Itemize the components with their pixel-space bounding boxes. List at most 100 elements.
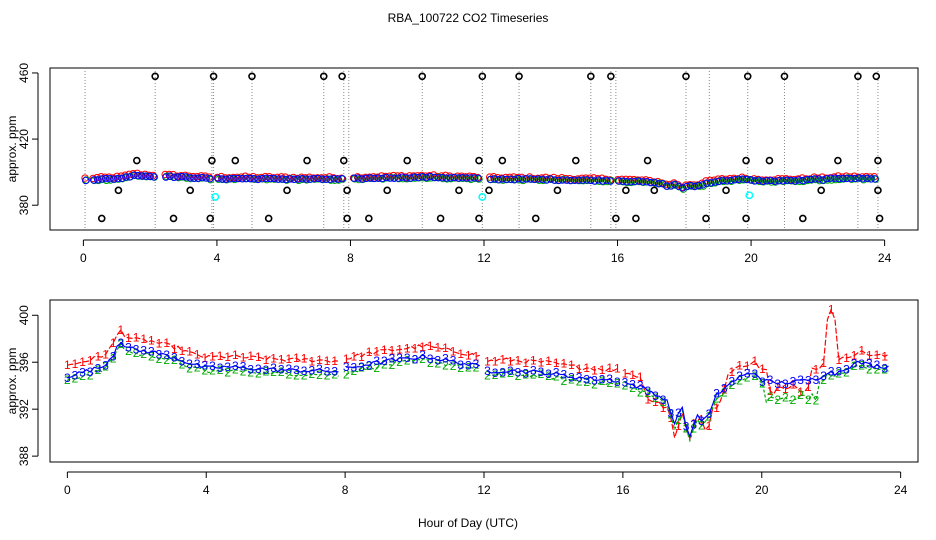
series-1-label: 1 (751, 354, 758, 368)
series-1-label: 1 (270, 351, 277, 365)
series-1-label: 1 (419, 340, 426, 354)
series-3-label: 3 (163, 348, 170, 362)
series3-point (807, 175, 815, 184)
bottom-x-tick-label: 24 (894, 483, 908, 497)
series-3-label: 3 (851, 356, 858, 370)
series2-point (174, 173, 183, 182)
series-1-label: 1 (767, 384, 774, 398)
series-1-label: 1 (706, 419, 713, 433)
series-2-label: 2 (561, 374, 568, 388)
series3-point (626, 178, 635, 186)
series-3-label: 3 (545, 367, 552, 381)
series-1-label: 1 (202, 351, 209, 365)
series-2-label: 2 (599, 374, 606, 388)
series-3-label: 3 (381, 354, 388, 368)
series-1-label: 1 (568, 358, 575, 372)
series-1-label: 1 (622, 367, 629, 381)
series3-point (294, 175, 302, 183)
series3-point (182, 173, 190, 181)
series-1-label: 1 (545, 354, 552, 368)
series-2-label: 2 (805, 393, 812, 407)
series-1-label: 1 (140, 332, 147, 346)
series-1-label: 1 (224, 350, 231, 364)
calibration-point (745, 191, 754, 200)
series-1-label: 1 (381, 343, 388, 357)
series-2-label: 2 (538, 367, 545, 381)
flag-lower-point (722, 186, 730, 195)
series3-point (546, 175, 555, 183)
series3-point (178, 172, 186, 181)
series3-point (454, 174, 462, 182)
series-3-label: 3 (202, 359, 209, 373)
series2-point (419, 174, 427, 182)
flag-low-point (264, 214, 273, 223)
series-3-line (624, 360, 889, 439)
flag-high-point (418, 72, 427, 81)
series-1-label: 1 (286, 352, 293, 366)
series3-point (330, 175, 338, 183)
series3-point (514, 174, 523, 183)
series-2-label: 2 (270, 365, 277, 379)
bottom-x-tick-label: 16 (616, 483, 630, 497)
series-1-label: 1 (331, 354, 338, 368)
series-1-label: 1 (530, 354, 537, 368)
series-2-label: 2 (186, 361, 193, 375)
bottom-ylabel: approx. ppm (5, 348, 19, 415)
series-1-label: 1 (774, 380, 781, 394)
series3-point (670, 180, 679, 188)
series3-point (386, 174, 394, 182)
series3-point (690, 182, 699, 191)
series-3-label: 3 (530, 363, 537, 377)
series3-point (815, 175, 823, 183)
top-y-tick-label: 380 (17, 195, 31, 215)
series-1-label: 1 (538, 355, 545, 369)
series3-point (310, 174, 318, 183)
series3-point (666, 182, 675, 190)
series-1-label: 1 (404, 341, 411, 355)
series-3-label: 3 (759, 375, 766, 389)
series-2-label: 2 (148, 350, 155, 364)
series3-point (594, 176, 603, 184)
series-1-label: 1 (396, 342, 403, 356)
series3-point (787, 176, 795, 185)
series3-point (382, 173, 390, 182)
series-3-label: 3 (729, 375, 736, 389)
flag-mid-point (834, 156, 842, 165)
bottom-y-tick-label: 388 (17, 446, 31, 466)
series-2-label: 2 (797, 388, 804, 402)
series-3-label: 3 (690, 418, 697, 432)
series3-point (494, 175, 503, 184)
series-3-label: 3 (583, 372, 590, 386)
series-2-line (67, 342, 339, 381)
series-3-label: 3 (232, 359, 239, 373)
series3-point (106, 174, 114, 183)
series2-point (539, 176, 547, 185)
flag-lower-point (114, 186, 123, 195)
series3-point (518, 175, 527, 183)
series-3-label: 3 (591, 373, 598, 387)
series-3-label: 3 (343, 360, 350, 374)
series-2-label: 2 (629, 381, 636, 395)
flag-mid-point (643, 156, 652, 165)
series-1-label: 1 (64, 358, 71, 372)
series3-point (150, 173, 158, 181)
series-1-label: 1 (148, 334, 155, 348)
series-2-label: 2 (530, 367, 537, 381)
series3-point (226, 175, 234, 183)
series-2-label: 2 (331, 368, 338, 382)
series3-point (242, 174, 250, 183)
series3-point (859, 174, 867, 183)
series-1-label: 1 (614, 362, 621, 376)
series3-point (166, 172, 174, 180)
series3-point (142, 172, 150, 180)
series-2-label: 2 (583, 375, 590, 389)
series-1-label: 1 (163, 336, 170, 350)
series-3-label: 3 (350, 361, 357, 375)
series-3-label: 3 (286, 362, 293, 376)
series-3-label: 3 (87, 365, 94, 379)
series-3-label: 3 (125, 340, 132, 354)
series-3-label: 3 (358, 360, 365, 374)
series-2-label: 2 (736, 374, 743, 388)
series3-point (578, 176, 587, 184)
series3-point (682, 182, 691, 191)
